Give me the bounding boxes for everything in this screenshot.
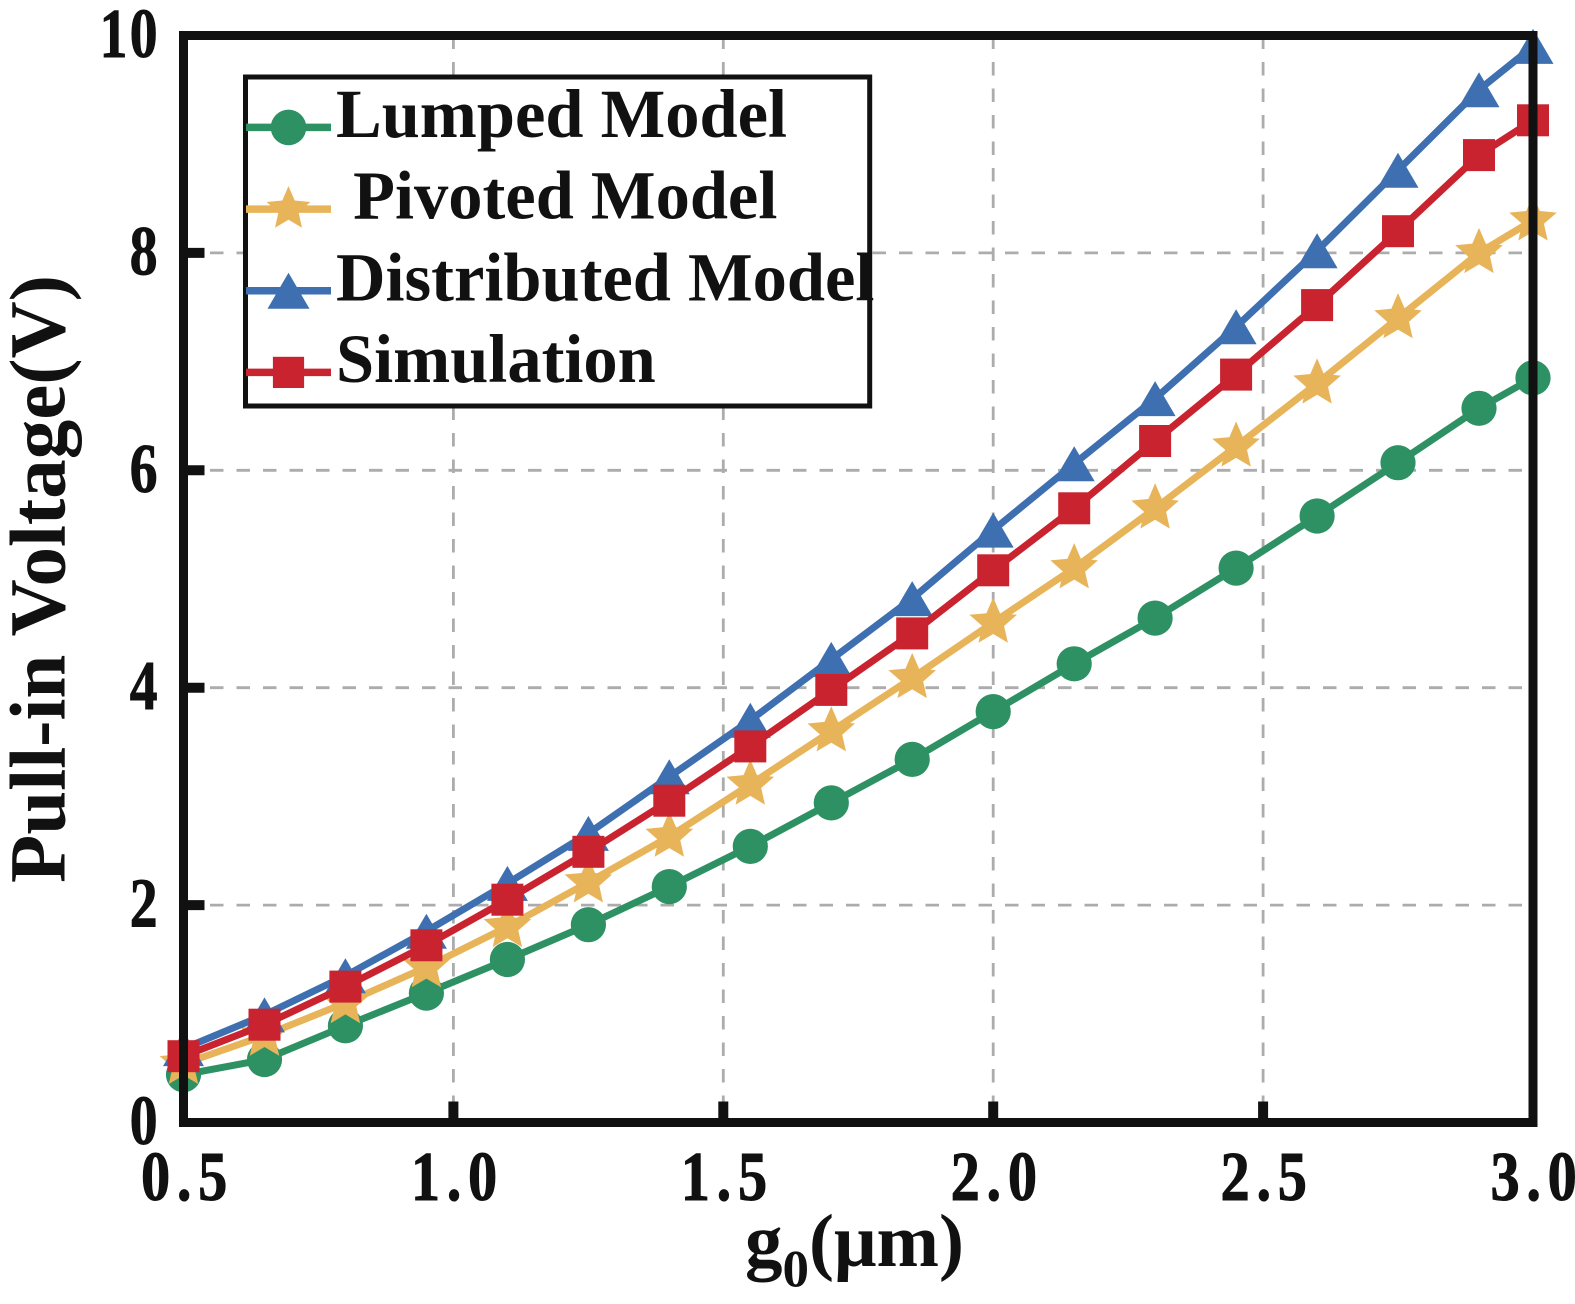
svg-text:Lumped Model: Lumped Model <box>336 76 787 152</box>
svg-text:Pivoted Model: Pivoted Model <box>336 158 777 234</box>
svg-text:2: 2 <box>130 865 160 942</box>
svg-text:3.0: 3.0 <box>1490 1138 1575 1215</box>
svg-text:2.5: 2.5 <box>1221 1138 1314 1215</box>
svg-text:g0(μm): g0(μm) <box>745 1200 964 1299</box>
svg-text:Simulation: Simulation <box>336 321 656 397</box>
svg-text:0: 0 <box>130 1082 160 1159</box>
svg-text:0.5: 0.5 <box>141 1138 234 1215</box>
svg-text:10: 10 <box>100 0 160 72</box>
svg-text:2.0: 2.0 <box>951 1138 1044 1215</box>
svg-text:Pull-in Voltage(V): Pull-in Voltage(V) <box>0 275 83 883</box>
svg-text:4: 4 <box>130 647 160 724</box>
svg-text:1.5: 1.5 <box>681 1138 774 1215</box>
svg-text:Distributed Model: Distributed Model <box>336 239 874 315</box>
svg-text:1.0: 1.0 <box>411 1138 504 1215</box>
svg-text:6: 6 <box>130 430 160 507</box>
svg-text:8: 8 <box>130 213 160 290</box>
